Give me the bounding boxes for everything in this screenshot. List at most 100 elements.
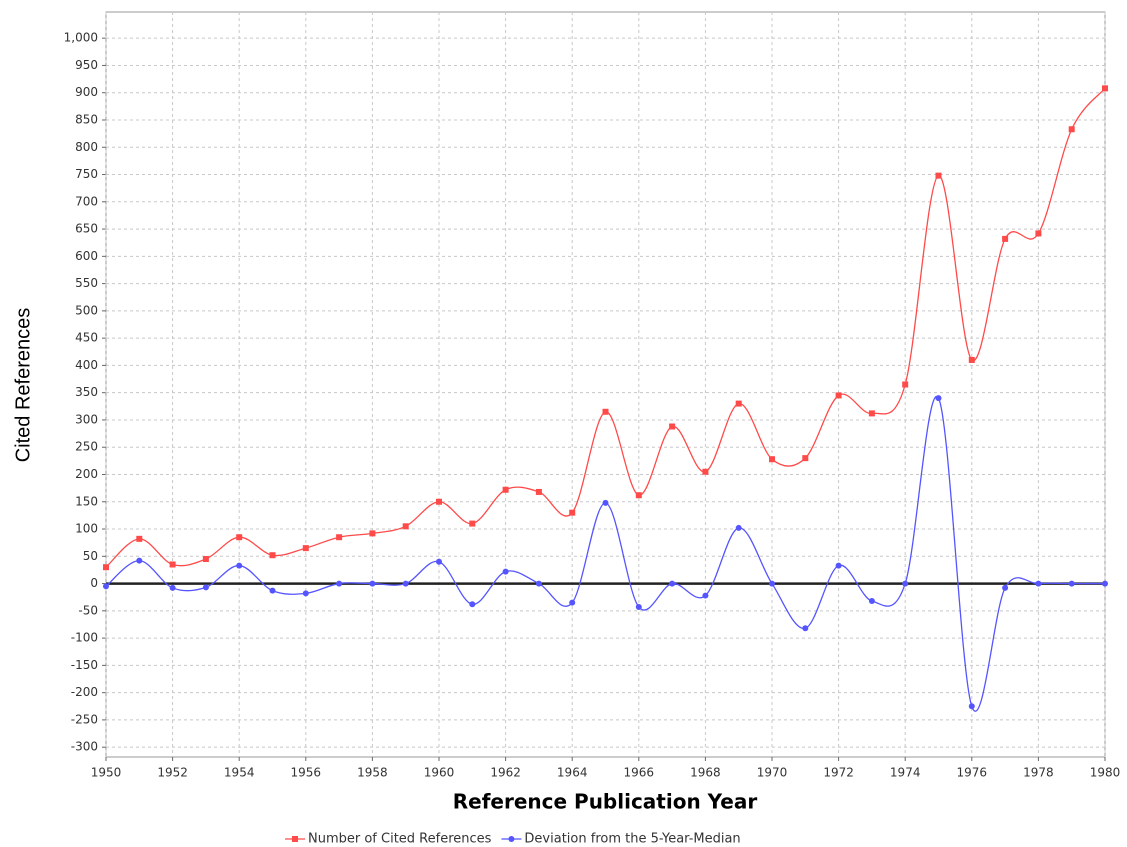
- point-marker: [535, 488, 542, 495]
- point-marker: [602, 408, 609, 415]
- y-tick-label: 450: [75, 331, 98, 345]
- x-tick-label: 1980: [1090, 766, 1121, 780]
- y-tick-label: 350: [75, 385, 98, 399]
- legend-marker: [292, 836, 298, 842]
- y-tick-label: 600: [75, 249, 98, 263]
- point-marker: [835, 562, 842, 569]
- x-tick-label: 1972: [823, 766, 854, 780]
- x-tick-label: 1974: [890, 766, 921, 780]
- x-tick-label: 1970: [757, 766, 788, 780]
- x-tick-label: 1950: [91, 766, 122, 780]
- point-marker: [302, 590, 309, 597]
- y-tick-label: -300: [71, 740, 98, 754]
- point-marker: [336, 580, 343, 587]
- y-tick-label: 550: [75, 276, 98, 290]
- point-marker: [535, 580, 542, 587]
- y-tick-label: 50: [83, 549, 98, 563]
- y-tick-label: 950: [75, 58, 98, 72]
- point-marker: [202, 556, 209, 563]
- point-marker: [669, 580, 676, 587]
- y-tick-label: -200: [71, 685, 98, 699]
- point-marker: [1035, 230, 1042, 237]
- point-marker: [635, 492, 642, 499]
- point-marker: [436, 498, 442, 505]
- x-tick-label: 1952: [157, 766, 188, 780]
- point-marker: [802, 625, 809, 632]
- point-marker: [1035, 580, 1042, 587]
- x-tick-label: 1958: [357, 766, 388, 780]
- point-marker: [569, 599, 576, 606]
- y-tick-label: -100: [71, 631, 98, 645]
- point-marker: [602, 499, 609, 506]
- point-marker: [1002, 584, 1009, 591]
- point-marker: [1102, 580, 1108, 587]
- point-marker: [469, 520, 476, 527]
- point-marker: [769, 580, 775, 587]
- point-marker: [169, 561, 176, 568]
- y-tick-label: 100: [75, 522, 98, 536]
- point-marker: [502, 568, 509, 575]
- point-marker: [968, 703, 975, 710]
- point-marker: [735, 400, 742, 407]
- y-tick-label: 500: [75, 303, 98, 317]
- x-tick-label: 1956: [291, 766, 322, 780]
- point-marker: [735, 524, 742, 531]
- point-marker: [136, 535, 143, 542]
- point-marker: [402, 523, 409, 530]
- point-marker: [1068, 580, 1075, 587]
- y-tick-label: 1,000: [64, 31, 98, 45]
- point-marker: [136, 557, 143, 564]
- point-marker: [902, 381, 909, 388]
- y-tick-label: 700: [75, 194, 98, 208]
- x-axis-label: Reference Publication Year: [453, 790, 758, 814]
- point-marker: [202, 584, 209, 591]
- point-marker: [868, 410, 875, 417]
- point-marker: [502, 486, 509, 493]
- y-tick-label: 650: [75, 222, 98, 236]
- point-marker: [336, 534, 343, 541]
- point-marker: [935, 172, 942, 179]
- point-marker: [669, 423, 676, 430]
- y-tick-label: 250: [75, 440, 98, 454]
- x-tick-label: 1962: [490, 766, 521, 780]
- point-marker: [269, 587, 276, 594]
- y-tick-label: 750: [75, 167, 98, 181]
- point-marker: [702, 592, 709, 599]
- point-marker: [968, 356, 975, 363]
- x-tick-label: 1968: [690, 766, 721, 780]
- y-tick-label: -150: [71, 658, 98, 672]
- point-marker: [835, 392, 842, 399]
- point-marker: [269, 552, 276, 559]
- point-marker: [302, 545, 309, 552]
- y-axis-label: Cited References: [12, 308, 34, 463]
- point-marker: [569, 509, 576, 516]
- y-tick-label: -250: [71, 712, 98, 726]
- y-tick-label: 400: [75, 358, 98, 372]
- point-marker: [902, 580, 909, 587]
- point-marker: [402, 580, 409, 587]
- point-marker: [802, 455, 809, 462]
- point-marker: [236, 562, 243, 569]
- point-marker: [103, 583, 109, 590]
- legend-label: Number of Cited References: [308, 832, 492, 847]
- y-tick-label: 200: [75, 467, 98, 481]
- x-tick-label: 1964: [557, 766, 588, 780]
- y-tick-label: 850: [75, 112, 98, 126]
- plot-area: [105, 11, 1106, 758]
- legend-label: Deviation from the 5-Year-Median: [524, 832, 740, 847]
- x-tick-label: 1976: [957, 766, 988, 780]
- point-marker: [103, 564, 109, 571]
- point-marker: [935, 395, 942, 402]
- point-marker: [369, 530, 376, 537]
- point-marker: [1102, 85, 1108, 92]
- series-line: [105, 395, 1105, 712]
- point-marker: [369, 580, 376, 587]
- point-marker: [635, 604, 642, 611]
- legend-marker: [508, 836, 515, 842]
- y-tick-label: 800: [75, 140, 98, 154]
- y-tick-label: -50: [78, 603, 98, 617]
- point-marker: [1002, 235, 1009, 242]
- series-line: [105, 87, 1106, 568]
- y-tick-label: 900: [75, 85, 98, 99]
